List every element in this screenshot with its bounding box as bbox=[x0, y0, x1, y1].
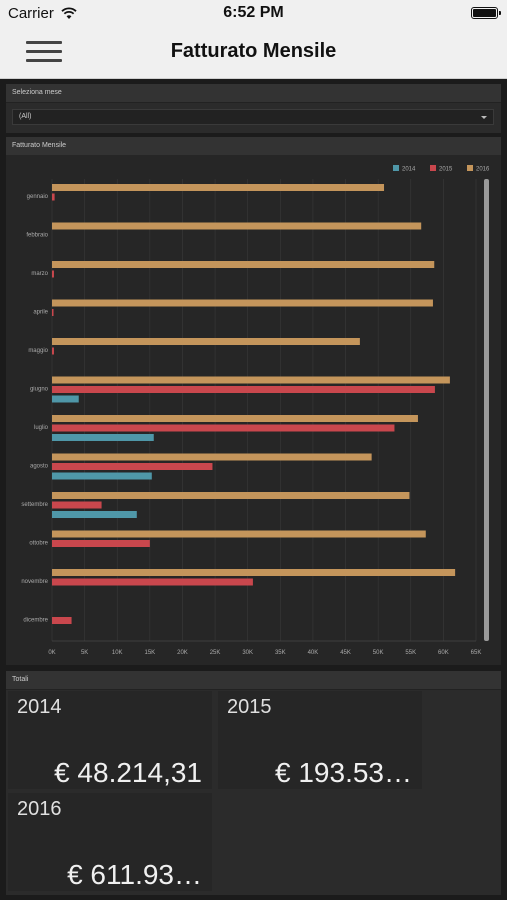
month-filter-panel: Seleziona mese (All) bbox=[6, 84, 501, 133]
x-tick-label: 0K bbox=[48, 650, 55, 656]
legend-swatch-2015 bbox=[430, 165, 436, 171]
y-tick-label: settembre bbox=[21, 502, 48, 508]
y-tick-label: maggio bbox=[28, 348, 48, 354]
x-tick-label: 30K bbox=[242, 650, 253, 656]
y-tick-label: febbraio bbox=[26, 233, 48, 239]
bar-2014-settembre bbox=[52, 511, 137, 518]
clock: 6:52 PM bbox=[223, 4, 284, 21]
revenue-bar-chart: 0K 5K 10K 15K 20K 25K 30K 35K 40K 45K 50K 55K 60K 65K… bbox=[6, 155, 501, 665]
bar-2015-aprile bbox=[52, 309, 54, 316]
bar-2016-novembre bbox=[52, 569, 456, 576]
status-bar: Carrier 6:52 PM bbox=[0, 0, 507, 28]
x-tick-label: 10K bbox=[112, 650, 123, 656]
bar-2015-agosto bbox=[52, 463, 213, 470]
bar-2016-febbraio bbox=[52, 222, 422, 230]
y-tick-label: agosto bbox=[30, 464, 49, 470]
x-tick-label: 45K bbox=[340, 650, 351, 656]
legend-label: 2016 bbox=[476, 167, 490, 173]
chart-header: Fatturato Mensile bbox=[6, 137, 501, 156]
chevron-down-icon bbox=[481, 116, 487, 119]
bar-2016-luglio bbox=[52, 415, 418, 422]
bar-2014-agosto bbox=[52, 472, 152, 480]
chart-background bbox=[6, 155, 501, 665]
total-tile-2015: 2015 € 193.53… bbox=[218, 691, 422, 789]
wifi-icon bbox=[61, 7, 77, 19]
x-tick-label: 40K bbox=[308, 650, 319, 656]
filter-header: Seleziona mese bbox=[6, 84, 501, 103]
total-year: 2016 bbox=[17, 798, 62, 820]
bar-2015-giugno bbox=[52, 386, 435, 393]
total-value: € 193.53… bbox=[275, 757, 412, 788]
bar-2016-agosto bbox=[52, 453, 372, 461]
bar-2015-maggio bbox=[52, 347, 54, 355]
y-tick-label: luglio bbox=[34, 425, 49, 431]
bar-2016-maggio bbox=[52, 338, 360, 345]
legend-label: 2014 bbox=[402, 167, 416, 173]
total-year: 2014 bbox=[17, 696, 62, 718]
y-tick-label: gennaio bbox=[27, 194, 49, 200]
bar-2016-giugno bbox=[52, 376, 450, 384]
x-tick-label: 25K bbox=[210, 650, 221, 656]
bar-2015-marzo bbox=[52, 270, 54, 278]
x-tick-label: 5K bbox=[81, 650, 88, 656]
y-tick-label: giugno bbox=[30, 387, 49, 393]
totals-panel: Totali 2014 € 48.214,31 2015 € 193.53… 2… bbox=[6, 671, 501, 895]
y-tick-label: aprile bbox=[33, 310, 48, 316]
hamburger-menu-icon[interactable] bbox=[26, 39, 62, 65]
bar-2014-giugno bbox=[52, 395, 79, 403]
carrier-label: Carrier bbox=[8, 5, 54, 22]
bar-2015-gennaio bbox=[52, 193, 55, 201]
legend-label: 2015 bbox=[439, 167, 453, 173]
y-tick-label: ottobre bbox=[29, 541, 48, 547]
x-tick-label: 35K bbox=[275, 650, 286, 656]
x-tick-label: 50K bbox=[373, 650, 384, 656]
x-tick-label: 15K bbox=[145, 650, 156, 656]
y-tick-label: novembre bbox=[21, 579, 48, 585]
chart-panel: Fatturato Mensile 0K 5K 10K 15K 20K 25K 30K 35K… bbox=[6, 137, 501, 665]
bar-2016-aprile bbox=[52, 299, 433, 307]
bar-2015-ottobre bbox=[52, 540, 150, 547]
x-tick-label: 60K bbox=[438, 650, 449, 656]
bar-2015-novembre bbox=[52, 578, 253, 586]
x-tick-label: 65K bbox=[471, 650, 482, 656]
bar-2015-luglio bbox=[52, 424, 395, 432]
x-tick-label: 20K bbox=[177, 650, 188, 656]
total-tile-2016: 2016 € 611.93… bbox=[8, 793, 212, 891]
month-select[interactable]: (All) bbox=[12, 109, 494, 125]
bar-2016-ottobre bbox=[52, 530, 426, 538]
total-value: € 611.93… bbox=[67, 859, 202, 890]
total-value: € 48.214,31 bbox=[54, 757, 202, 788]
y-tick-label: marzo bbox=[31, 271, 48, 277]
page-title: Fatturato Mensile bbox=[170, 40, 337, 62]
bar-2016-gennaio bbox=[52, 184, 385, 191]
navigation-bar: Fatturato Mensile bbox=[0, 28, 507, 79]
chart-scrollbar bbox=[484, 179, 489, 641]
total-year: 2015 bbox=[227, 696, 272, 718]
bar-2015-settembre bbox=[52, 501, 102, 509]
battery-icon bbox=[471, 7, 501, 19]
bar-2015-dicembre bbox=[52, 617, 72, 624]
total-tile-2014: 2014 € 48.214,31 bbox=[8, 691, 212, 789]
bar-2014-luglio bbox=[52, 434, 154, 441]
legend-swatch-2016 bbox=[467, 165, 473, 171]
month-select-value: (All) bbox=[19, 113, 32, 120]
bar-2016-marzo bbox=[52, 261, 435, 268]
legend-swatch-2014 bbox=[393, 165, 399, 171]
x-tick-label: 55K bbox=[405, 650, 416, 656]
y-tick-label: dicembre bbox=[23, 618, 48, 624]
bar-2016-settembre bbox=[52, 492, 410, 499]
totals-header: Totali bbox=[6, 671, 501, 690]
